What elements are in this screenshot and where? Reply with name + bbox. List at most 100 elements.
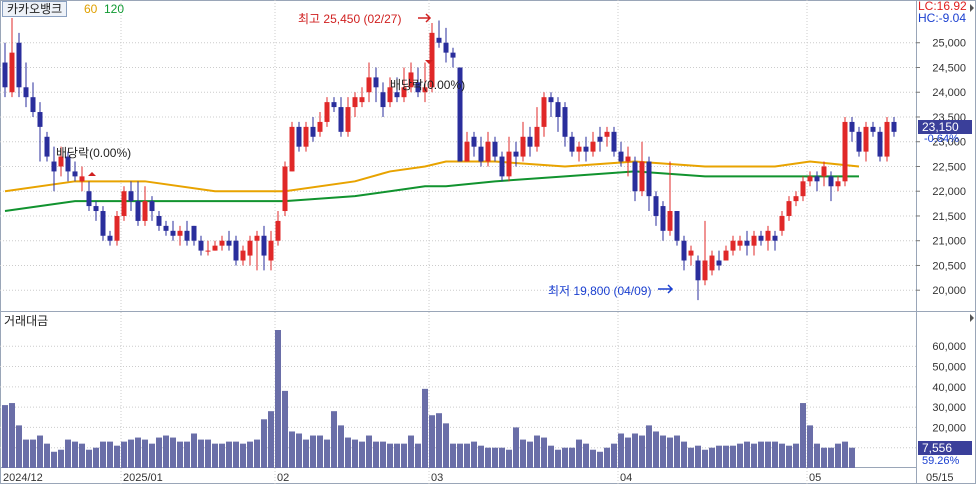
candle-body (765, 230, 771, 241)
candle-body (863, 126, 869, 152)
candle-body (702, 260, 708, 281)
volume-bar (457, 443, 463, 468)
candle-body (569, 136, 575, 152)
candle-body (93, 206, 99, 212)
candle-body (548, 97, 554, 103)
volume-bar (184, 441, 190, 468)
x-tick-label: 05 (809, 472, 821, 484)
volume-bar (632, 433, 638, 468)
candle-body (779, 215, 785, 231)
candle-body (499, 156, 505, 177)
candle-body (758, 235, 764, 241)
candle-body (205, 250, 211, 252)
volume-bar (394, 443, 400, 468)
candle-body (128, 191, 134, 202)
low-arrow (658, 284, 674, 294)
volume-bar (219, 443, 225, 468)
dividend-annotation-1: 배당락(0.00%) (56, 146, 132, 160)
volume-bar (226, 441, 232, 468)
candle-body (485, 141, 491, 162)
volume-bar (849, 447, 855, 468)
volume-bar (653, 431, 659, 468)
candle-body (191, 225, 197, 241)
stock-name-label[interactable]: 카카오뱅크 (2, 1, 68, 17)
volume-bar (464, 443, 470, 468)
volume-bar (541, 437, 547, 468)
candle-body (688, 250, 694, 256)
candle-body (268, 240, 274, 261)
volume-bar (30, 439, 36, 468)
volume-bar (576, 439, 582, 468)
candle-body (681, 240, 687, 261)
candle-body (786, 201, 792, 216)
candle-body (590, 141, 596, 152)
volume-bar (289, 431, 295, 468)
volume-bar (135, 437, 141, 468)
candle-body (107, 235, 113, 241)
candle-body (583, 146, 589, 152)
volume-panel-title: 거래대금 (4, 314, 49, 328)
candle-body (751, 235, 757, 246)
volume-bar (72, 441, 78, 468)
volume-bar (842, 441, 848, 468)
candle-body (471, 136, 477, 147)
volume-bar (555, 449, 561, 468)
candle-body (408, 72, 414, 88)
volume-bar (506, 449, 512, 468)
volume-bar (324, 439, 330, 468)
volume-bar (562, 447, 568, 468)
volume-bar (408, 435, 414, 468)
candle-body (394, 92, 400, 98)
volume-bar (268, 411, 274, 468)
volume-bar (786, 445, 792, 468)
price-tick-label: 23,000 (932, 137, 966, 149)
candle-body (625, 156, 631, 162)
volume-bar (737, 443, 743, 468)
volume-bar (338, 425, 344, 468)
volume-bar (436, 413, 442, 468)
volume-bar (450, 443, 456, 468)
hc-readout: HC:-9.04 (918, 11, 967, 25)
candle-body (170, 230, 176, 236)
volume-bar (51, 451, 57, 468)
candle-body (604, 131, 610, 137)
volume-bar (254, 439, 260, 468)
volume-bar (471, 441, 477, 468)
candle-body (534, 126, 540, 147)
candle-body (478, 146, 484, 162)
volume-bar (513, 427, 519, 468)
volume-bar (744, 441, 750, 468)
volume-bar (618, 433, 624, 468)
x-tick-label: 02 (277, 472, 289, 484)
volume-bar (9, 403, 15, 468)
volume-bar (569, 447, 575, 468)
volume-bar (37, 435, 43, 468)
candle-body (345, 107, 351, 132)
volume-bar (681, 441, 687, 468)
volume-bar (534, 435, 540, 468)
volume-bar (415, 443, 421, 468)
price-tick-label: 22,500 (932, 161, 966, 173)
candle-body (877, 131, 883, 157)
candle-body (772, 235, 778, 241)
volume-bar (240, 443, 246, 468)
candle-body (254, 235, 260, 241)
candle-body (576, 146, 582, 152)
low-annotation: 최저 19,800 (04/09) (548, 284, 652, 298)
candle-body (520, 136, 526, 157)
candle-body (436, 37, 442, 43)
dividend-marker-1 (88, 172, 96, 176)
candle-body (317, 121, 323, 132)
candle-body (793, 196, 799, 202)
candle-body (415, 82, 421, 93)
volume-bar (772, 441, 778, 468)
ma120-label: 120 (104, 2, 125, 16)
volume-bar (170, 437, 176, 468)
candle-body (870, 126, 876, 132)
candle-body (856, 131, 862, 152)
dividend-marker-2 (425, 60, 433, 64)
volume-bar (128, 439, 134, 468)
candle-body (359, 97, 365, 103)
volume-bar (611, 443, 617, 468)
